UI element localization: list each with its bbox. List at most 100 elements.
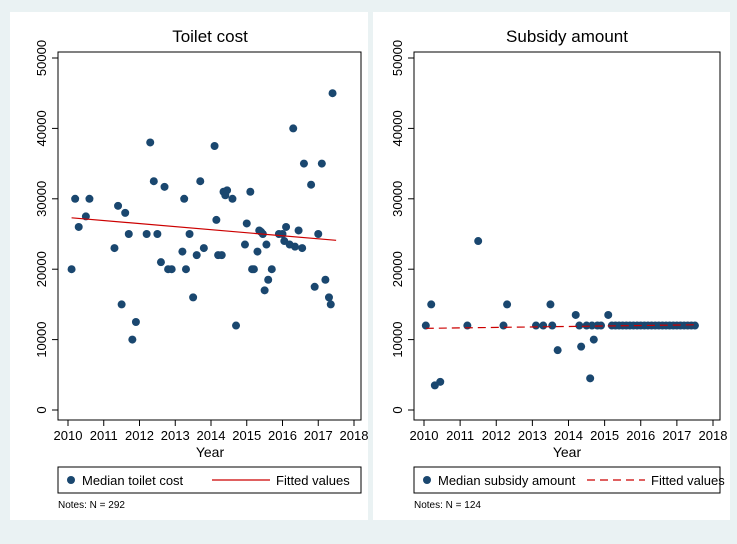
chart-title: Toilet cost [172, 27, 248, 46]
fitted-line [71, 217, 337, 241]
x-tick-label: 2014 [554, 428, 583, 443]
data-point [499, 321, 508, 330]
y-tick-label: 20000 [34, 251, 49, 287]
data-point [531, 321, 540, 330]
x-axis-label: Year [553, 444, 582, 460]
data-point [291, 242, 300, 251]
data-point [181, 265, 190, 274]
data-point [328, 89, 337, 98]
y-tick-label: 40000 [390, 110, 405, 146]
data-point [307, 180, 316, 189]
data-point [189, 293, 198, 302]
y-tick-label: 20000 [390, 251, 405, 287]
x-tick-label: 2014 [197, 428, 226, 443]
data-point [436, 377, 445, 386]
data-point [260, 286, 269, 295]
chart-note: Notes: N = 292 [58, 500, 125, 511]
data-point [153, 230, 162, 238]
data-point [264, 275, 273, 284]
chart-panel-2: Subsidy amount 0 10000 20000 30000 40000 50000… [373, 12, 730, 520]
x-tick-label: 2017 [304, 428, 333, 443]
data-point [539, 321, 548, 330]
data-point [160, 182, 169, 191]
data-point [586, 374, 595, 383]
x-tick-label: 2015 [232, 428, 261, 443]
data-point [589, 335, 598, 344]
data-point [124, 230, 133, 238]
data-point [321, 275, 330, 284]
legend-box [413, 466, 721, 494]
data-point [298, 244, 307, 253]
data-point [149, 177, 158, 186]
data-point [299, 159, 308, 168]
legend-label: Fitted values [276, 473, 350, 488]
data-point [249, 265, 258, 274]
data-point [474, 237, 483, 246]
chart-title: Subsidy amount [506, 27, 628, 46]
data-point [246, 187, 255, 196]
data-point [217, 251, 226, 260]
legend-label: Median toilet cost [82, 473, 184, 488]
y-tick-label: 50000 [34, 40, 49, 76]
y-tick-label: 10000 [390, 322, 405, 358]
legend-box [57, 466, 362, 494]
data-point [571, 310, 580, 319]
fitted-line [425, 324, 695, 329]
data-point [317, 159, 326, 168]
data-point [142, 230, 151, 238]
data-point [156, 258, 165, 267]
legend-label: Fitted values [651, 473, 725, 488]
legend-label: Median subsidy amount [438, 473, 576, 488]
data-point [294, 226, 303, 235]
data-point [212, 215, 221, 224]
data-point [199, 244, 208, 253]
data-point [553, 346, 562, 355]
data-point [242, 219, 251, 228]
data-point [240, 240, 249, 249]
y-tick-label: 40000 [34, 110, 49, 146]
data-point [228, 194, 237, 203]
y-tick-label: 10000 [34, 322, 49, 358]
y-tick-label: 0 [34, 406, 49, 413]
data-point [121, 208, 130, 217]
x-tick-label: 2016 [626, 428, 655, 443]
data-point [110, 244, 119, 253]
data-point [278, 230, 287, 238]
data-point [131, 318, 140, 326]
data-point [262, 240, 271, 249]
data-point [575, 321, 584, 330]
x-tick-label: 2015 [590, 428, 619, 443]
data-point [577, 342, 586, 351]
data-point [310, 282, 319, 291]
x-tick-label: 2012 [482, 428, 511, 443]
chart-panel-1: Toilet cost 0 10000 20000 30000 40000 50000 201… [10, 12, 368, 520]
legend-marker-scatter [423, 476, 431, 484]
y-tick-label: 50000 [390, 40, 405, 76]
data-point [128, 335, 137, 344]
legend-marker-scatter [67, 476, 75, 484]
x-tick-label: 2013 [161, 428, 190, 443]
data-point [117, 300, 126, 309]
data-point [503, 300, 512, 309]
data-point [253, 247, 262, 256]
data-point [267, 265, 276, 274]
data-point [548, 321, 557, 330]
data-point [314, 230, 323, 238]
x-tick-label: 2012 [125, 428, 154, 443]
data-point [427, 300, 436, 309]
data-point [114, 201, 123, 210]
data-point [326, 300, 335, 309]
data-point [74, 222, 83, 231]
x-tick-label: 2011 [446, 428, 474, 443]
data-point [223, 186, 232, 195]
data-point [232, 321, 241, 330]
data-point [71, 194, 80, 203]
x-tick-label: 2016 [268, 428, 297, 443]
data-point [196, 177, 205, 186]
data-point [178, 247, 187, 256]
plot-area [413, 51, 721, 421]
data-point [146, 138, 155, 147]
x-tick-label: 2011 [90, 428, 118, 443]
